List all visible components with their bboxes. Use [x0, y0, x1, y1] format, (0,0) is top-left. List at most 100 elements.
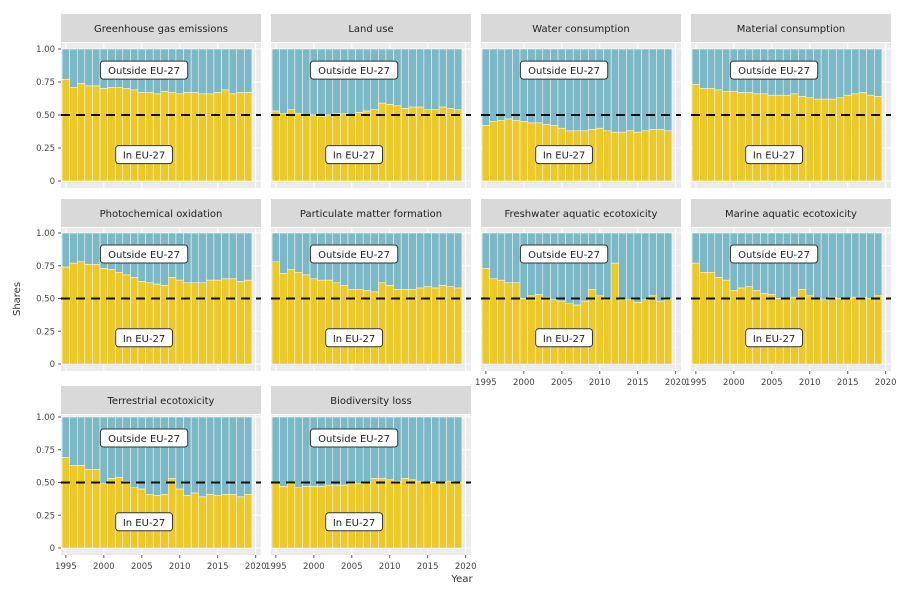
x-tick-label: 2005	[551, 378, 573, 388]
x-tick-label: 2020	[875, 378, 897, 388]
facet-title: Greenhouse gas emissions	[94, 24, 228, 35]
bar-outside-eu	[512, 232, 521, 284]
x-tick-label: 2005	[131, 562, 153, 572]
bar-in-eu	[496, 120, 506, 182]
label-in-eu: In EU-27	[333, 518, 375, 529]
label-outside-eu-box	[519, 60, 609, 80]
bar-in-eu	[244, 279, 253, 365]
bar-in-eu	[481, 125, 490, 182]
x-tick-label: 2010	[169, 562, 191, 572]
label-in-eu: In EU-27	[543, 151, 585, 162]
bar-in-eu	[213, 279, 222, 365]
label-in-eu: In EU-27	[123, 334, 165, 345]
bar-outside-eu	[69, 48, 78, 88]
bar-in-eu	[664, 299, 673, 365]
bar-in-eu	[61, 266, 70, 365]
bar-in-eu	[626, 299, 635, 365]
bar-outside-eu	[408, 232, 417, 290]
bar-outside-eu	[714, 48, 723, 91]
bar-outside-eu	[722, 232, 731, 281]
bar-in-eu	[400, 108, 409, 182]
bar-outside-eu	[603, 232, 612, 301]
bar-in-eu	[481, 268, 490, 365]
label-outside-eu-box	[309, 428, 399, 448]
bar-in-eu	[843, 298, 852, 365]
bar-in-eu	[519, 298, 528, 365]
label-outside-eu: Outside EU-27	[318, 250, 390, 261]
bar-outside-eu	[782, 232, 792, 299]
facet-panel: Particulate matter formation Outside EU-2…	[271, 199, 471, 371]
bar-in-eu	[160, 90, 169, 182]
label-in-eu: In EU-27	[753, 151, 795, 162]
bar-outside-eu	[641, 232, 650, 301]
bar-outside-eu	[340, 416, 349, 486]
bar-outside-eu	[76, 48, 86, 84]
bar-outside-eu	[347, 416, 356, 485]
bar-in-eu	[130, 277, 139, 365]
bar-outside-eu	[400, 232, 409, 290]
bar-outside-eu	[572, 232, 582, 306]
label-in-eu: In EU-27	[543, 334, 585, 345]
x-tick-label: 2020	[665, 378, 687, 388]
bar-in-eu	[760, 93, 769, 182]
bar-in-eu	[168, 277, 177, 365]
bar-in-eu	[84, 85, 93, 182]
bar-outside-eu	[706, 232, 716, 273]
bar-in-eu	[198, 282, 207, 365]
bar-in-eu	[527, 295, 536, 365]
bar-in-eu	[656, 300, 665, 365]
bar-outside-eu	[858, 48, 867, 93]
bar-in-eu	[866, 298, 875, 365]
bar-in-eu	[107, 269, 116, 365]
facet-title: Material consumption	[737, 24, 846, 35]
bar-in-eu	[190, 92, 199, 182]
label-in-eu-box	[745, 328, 803, 348]
facet-strip	[271, 14, 471, 42]
bar-outside-eu	[820, 232, 829, 301]
bar-outside-eu	[866, 232, 875, 299]
x-tick-label: 2015	[207, 562, 229, 572]
label-outside-eu: Outside EU-27	[738, 250, 810, 261]
bar-in-eu	[221, 278, 230, 365]
bar-in-eu	[798, 289, 807, 365]
bar-in-eu	[752, 290, 761, 365]
bar-in-eu	[309, 114, 318, 182]
bar-outside-eu	[641, 48, 650, 132]
bar-outside-eu	[400, 48, 409, 109]
bar-outside-eu	[534, 48, 544, 124]
x-tick-label: 2010	[799, 378, 821, 388]
bar-outside-eu	[221, 48, 230, 91]
bar-outside-eu	[279, 48, 288, 114]
bar-in-eu	[858, 296, 867, 365]
facet-title: Particulate matter formation	[300, 209, 442, 220]
bar-in-eu	[408, 289, 417, 365]
bar-outside-eu	[244, 48, 253, 93]
x-tick-label: 1995	[685, 378, 707, 388]
bar-in-eu	[122, 274, 131, 365]
label-in-eu: In EU-27	[123, 518, 165, 529]
bar-outside-eu	[836, 48, 845, 99]
bar-outside-eu	[813, 232, 822, 299]
label-outside-eu-box	[309, 60, 399, 80]
bar-outside-eu	[446, 416, 455, 482]
bar-in-eu	[317, 279, 326, 365]
bar-outside-eu	[92, 48, 101, 87]
label-outside-eu-box	[99, 60, 189, 80]
bar-in-eu	[618, 299, 627, 365]
facet-panel: Water consumption Outside EU-27 In EU-27	[481, 14, 681, 188]
bar-outside-eu	[213, 416, 222, 496]
bar-in-eu	[626, 130, 635, 182]
bar-in-eu	[137, 281, 146, 365]
label-outside-eu-box	[309, 244, 399, 264]
bar-in-eu	[175, 279, 184, 365]
bar-in-eu	[183, 92, 192, 182]
bar-in-eu	[603, 299, 612, 365]
bar-in-eu	[431, 482, 440, 549]
y-tick-label: 0	[50, 177, 55, 187]
label-outside-eu-box	[729, 60, 819, 80]
bar-in-eu	[294, 487, 303, 549]
bar-in-eu	[489, 121, 498, 182]
bar-outside-eu	[190, 232, 199, 284]
bar-in-eu	[446, 108, 455, 182]
bar-outside-eu	[317, 416, 326, 487]
